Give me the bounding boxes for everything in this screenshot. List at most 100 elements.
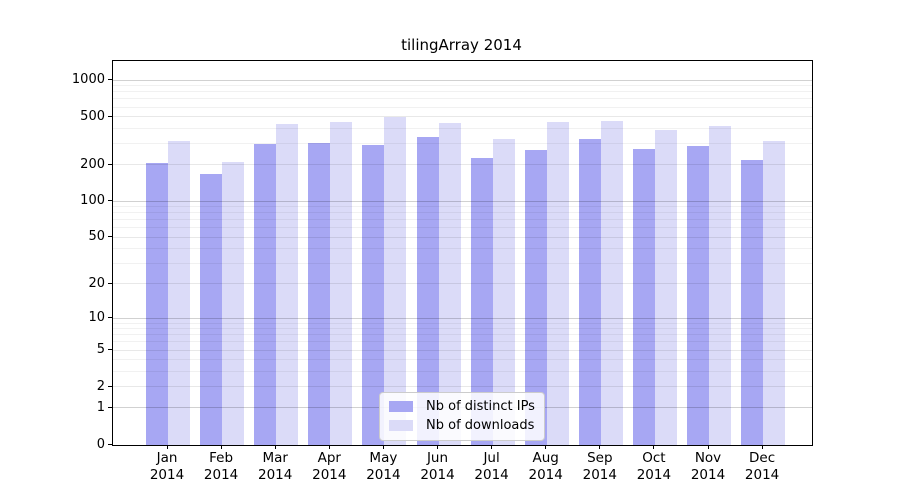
bar-downloads-may: [384, 116, 407, 445]
y-tick-label: 5: [96, 342, 105, 357]
y-tick-mark: [108, 385, 112, 387]
x-tick-mark: [491, 445, 493, 449]
bar-downloads-jun: [438, 122, 461, 445]
month-year: 2014: [420, 467, 455, 483]
x-tick-label-aug: Aug 2014: [518, 450, 574, 484]
bar-distinct-ips-nov: [687, 145, 709, 445]
gridline-minor: [113, 98, 812, 100]
x-tick-mark: [274, 445, 276, 449]
bar-distinct-ips-dec: [741, 160, 764, 445]
month-year: 2014: [582, 467, 617, 483]
legend-label-distinct-ips: Nb of distinct IPs: [426, 399, 535, 414]
y-tick-label: 500: [80, 108, 105, 124]
bar-distinct-ips-jan: [146, 162, 168, 445]
x-tick-mark: [220, 445, 222, 449]
x-tick-label-nov: Nov 2014: [680, 450, 736, 484]
bar-downloads-nov: [709, 126, 731, 445]
x-tick-label-jul: Jul 2014: [464, 450, 520, 484]
x-tick-label-feb: Feb 2014: [193, 450, 249, 484]
y-tick-mark: [108, 406, 112, 408]
month-name: Feb: [209, 450, 234, 466]
month-name: Dec: [749, 450, 776, 466]
y-tick-label: 20: [88, 275, 105, 291]
x-tick-mark: [599, 445, 601, 449]
bar-downloads-oct: [654, 129, 677, 445]
y-tick-mark: [108, 443, 112, 445]
month-year: 2014: [258, 467, 293, 483]
month-year: 2014: [744, 467, 780, 483]
y-tick-mark: [108, 163, 112, 165]
month-year: 2014: [528, 467, 563, 483]
y-tick-mark: [108, 79, 112, 81]
month-year: 2014: [312, 467, 347, 483]
month-name: Jul: [483, 450, 500, 466]
month-year: 2014: [636, 467, 672, 483]
y-tick-label: 2: [96, 378, 105, 394]
y-tick-mark: [108, 115, 112, 117]
x-tick-mark: [382, 445, 384, 449]
month-year: 2014: [149, 467, 185, 483]
x-tick-mark: [328, 445, 330, 449]
gridline-minor: [113, 85, 812, 87]
plot-area: Nb of distinct IPs Nb of downloads: [112, 60, 813, 446]
gridline-major: [113, 79, 812, 81]
bar-distinct-ips-jun: [416, 136, 439, 445]
month-name: Sep: [587, 450, 613, 466]
x-tick-mark: [545, 445, 547, 449]
bar-distinct-ips-aug: [524, 149, 547, 445]
y-tick-mark: [108, 282, 112, 284]
bar-distinct-ips-feb: [200, 173, 223, 445]
month-name: Jan: [156, 450, 178, 466]
legend-row-downloads: Nb of downloads: [389, 416, 535, 435]
bar-downloads-feb: [222, 161, 245, 445]
bar-distinct-ips-mar: [254, 144, 277, 445]
y-tick-label: 200: [80, 156, 105, 172]
x-tick-mark: [166, 445, 168, 449]
x-tick-label-apr: Apr 2014: [301, 450, 357, 484]
y-tick-mark: [108, 317, 112, 318]
y-tick-mark: [108, 349, 112, 350]
month-name: Mar: [262, 450, 288, 466]
month-year: 2014: [203, 467, 239, 483]
y-tick-label: 50: [88, 229, 105, 245]
gridline-minor: [113, 91, 812, 93]
bar-downloads-aug: [546, 122, 569, 445]
y-tick-label: 1000: [71, 72, 105, 88]
bar-downloads-dec: [763, 141, 786, 445]
month-year: 2014: [690, 467, 726, 483]
bar-downloads-jul: [492, 139, 515, 445]
y-tick-label: 10: [88, 310, 105, 325]
bar-distinct-ips-oct: [632, 148, 655, 445]
gridline-minor: [113, 143, 812, 144]
x-tick-label-sep: Sep 2014: [572, 450, 628, 484]
bar-downloads-sep: [600, 120, 623, 445]
month-name: Jun: [426, 450, 449, 466]
bar-distinct-ips-jul: [470, 157, 493, 445]
y-tick-mark: [108, 236, 112, 238]
x-tick-label-jan: Jan 2014: [139, 450, 195, 484]
bar-downloads-jan: [168, 141, 190, 445]
legend-swatch-downloads: [389, 420, 413, 431]
bar-distinct-ips-may: [362, 144, 385, 445]
month-name: May: [369, 450, 398, 466]
y-tick-label: 0: [96, 436, 105, 452]
y-tick-mark: [108, 200, 112, 202]
legend: Nb of distinct IPs Nb of downloads: [379, 392, 545, 441]
legend-row-distinct-ips: Nb of distinct IPs: [389, 397, 535, 416]
month-name: Nov: [694, 450, 722, 466]
bar-distinct-ips-sep: [578, 139, 601, 445]
chart-title: tilingArray 2014: [401, 36, 522, 54]
month-year: 2014: [366, 467, 401, 483]
month-year: 2014: [474, 467, 509, 483]
x-tick-mark: [437, 445, 438, 449]
y-tick-label: 1: [96, 399, 105, 415]
x-tick-mark: [761, 445, 763, 449]
legend-swatch-distinct-ips: [389, 401, 413, 412]
bar-downloads-apr: [330, 122, 353, 445]
gridline-major: [113, 116, 812, 118]
gridline-minor: [113, 106, 812, 108]
month-name: Aug: [532, 450, 559, 466]
x-tick-label-dec: Dec 2014: [734, 450, 790, 484]
month-name: Oct: [642, 450, 666, 466]
